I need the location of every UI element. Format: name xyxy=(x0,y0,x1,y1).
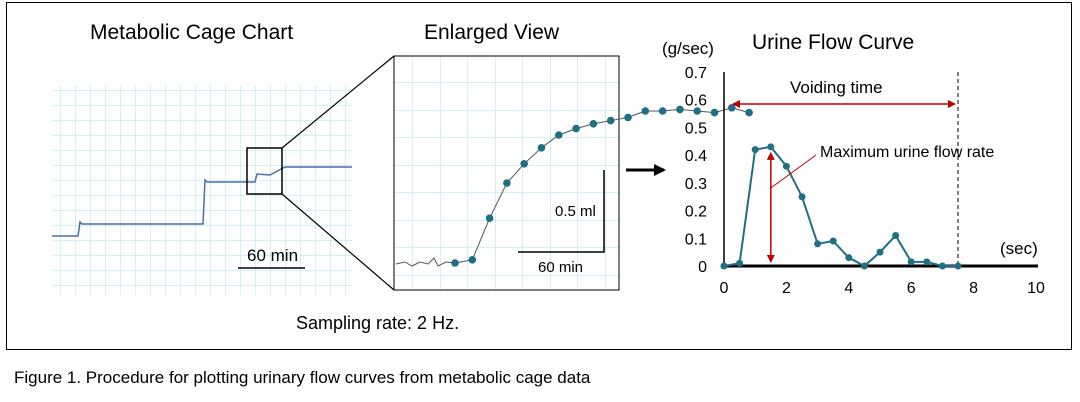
y-tick-label: 0.1 xyxy=(685,231,707,248)
x-tick-label: 10 xyxy=(1027,280,1045,297)
x-tick-label: 2 xyxy=(782,280,791,297)
metabolic-scale-label: 60 min xyxy=(247,246,299,265)
flow-point xyxy=(876,248,884,256)
x-tick-label: 6 xyxy=(907,280,916,297)
y-tick-label: 0.2 xyxy=(685,204,707,221)
flow-point xyxy=(954,262,962,270)
flow-point xyxy=(720,262,728,270)
x-tick-label: 0 xyxy=(720,280,729,297)
metabolic-title: Metabolic Cage Chart xyxy=(90,21,294,44)
metabolic-trace xyxy=(52,166,352,237)
chart-title: Urine Flow Curve xyxy=(752,31,915,54)
voiding-time-label: Voiding time xyxy=(790,78,883,97)
flow-point xyxy=(814,240,822,248)
flow-point xyxy=(829,237,837,245)
max-flow-label: Maximum urine flow rate xyxy=(820,144,995,161)
figure-caption: Figure 1. Procedure for plotting urinary… xyxy=(14,368,591,387)
flow-point xyxy=(767,143,775,151)
enlarged-sample-point xyxy=(451,259,459,267)
enlarged-sample-point xyxy=(676,105,684,114)
enlarged-sample-point xyxy=(693,107,701,115)
flow-point xyxy=(782,162,790,170)
enlarged-pre-trace xyxy=(395,257,456,267)
flow-curve-chart: 0 0.1 0.2 0.3 0.4 0.5 0.6 0.7 0 2 4 6 8 10 xyxy=(685,65,1045,297)
enlarged-sample-point xyxy=(555,131,563,139)
flow-series-points xyxy=(720,143,962,270)
metabolic-grid xyxy=(52,85,352,295)
flow-series-line xyxy=(723,145,958,268)
enlarged-sample-point xyxy=(537,144,546,152)
metabolic-cage-chart xyxy=(52,55,395,295)
enlarged-sample-point xyxy=(468,255,477,264)
flow-point xyxy=(845,254,853,262)
enlarged-title: Enlarged View xyxy=(424,21,560,44)
enlarged-scale-bars xyxy=(518,170,605,253)
y-tick-label: 0.7 xyxy=(685,65,707,82)
enlarged-sample-point xyxy=(710,108,719,117)
y-axis-label: (g/sec) xyxy=(662,39,714,58)
flow-point xyxy=(938,262,946,270)
y-tick-label: 0 xyxy=(698,259,707,276)
flow-point xyxy=(736,259,744,267)
flow-point xyxy=(923,258,931,266)
enlarged-grid xyxy=(393,55,620,291)
y-tick-label: 0.3 xyxy=(685,176,707,193)
flow-point xyxy=(751,146,759,154)
enlarged-sample-point xyxy=(485,214,494,222)
enlarged-sample-point xyxy=(624,113,632,122)
enlarged-sample-point xyxy=(641,107,650,115)
flow-point xyxy=(860,262,868,270)
enlarged-sample-point xyxy=(606,116,615,125)
y-tick-label: 0.5 xyxy=(685,120,707,137)
figure-frame xyxy=(6,2,1072,350)
x-tick-label: 4 xyxy=(844,280,853,297)
flow-point xyxy=(798,193,806,201)
enlarged-sample-points xyxy=(451,104,753,267)
x-tick-label: 8 xyxy=(969,280,978,297)
enlarged-sample-point xyxy=(572,124,580,133)
zoom-line-bottom xyxy=(281,193,395,291)
enlarged-scale-x-label: 60 min xyxy=(538,259,584,276)
enlarged-scale-y-label: 0.5 ml xyxy=(555,203,596,220)
enlarged-sample-point xyxy=(745,108,753,117)
x-tick-labels: 0 2 4 6 8 10 xyxy=(720,280,1045,297)
x-axis-label: (sec) xyxy=(1000,239,1038,258)
y-tick-labels: 0 0.1 0.2 0.3 0.4 0.5 0.6 0.7 xyxy=(685,65,707,276)
y-tick-label: 0.4 xyxy=(685,148,707,165)
flow-point xyxy=(892,232,900,240)
zoom-line-top xyxy=(281,55,395,149)
y-tick-label: 0.6 xyxy=(685,93,707,110)
enlarged-sample-point xyxy=(503,179,511,187)
enlarged-sample-point xyxy=(520,160,528,168)
enlarged-sample-point xyxy=(658,107,667,115)
zoom-box xyxy=(246,147,283,195)
enlarged-sample-point xyxy=(589,120,598,128)
max-flow-leader-line xyxy=(770,154,817,189)
enlarged-sample-point xyxy=(728,104,736,112)
sampling-rate-label: Sampling rate: 2 Hz. xyxy=(296,313,460,333)
enlarged-view xyxy=(393,55,753,291)
flow-point xyxy=(907,258,915,266)
